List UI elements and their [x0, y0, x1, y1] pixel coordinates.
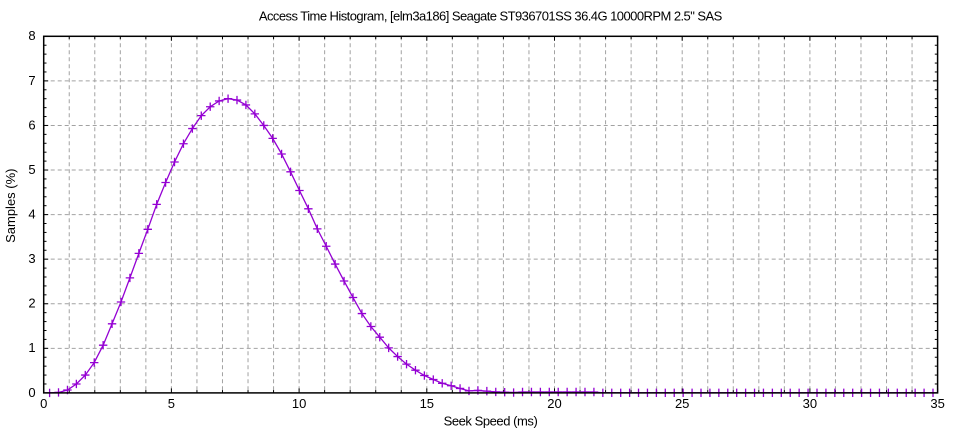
svg-text:7: 7	[28, 73, 35, 88]
svg-text:5: 5	[28, 162, 35, 177]
svg-text:2: 2	[28, 296, 35, 311]
svg-text:35: 35	[930, 396, 944, 411]
svg-text:1: 1	[28, 340, 35, 355]
svg-text:Access Time Histogram, [elm3a1: Access Time Histogram, [elm3a186] Seagat…	[259, 9, 723, 24]
svg-text:15: 15	[420, 396, 434, 411]
svg-text:0: 0	[28, 385, 35, 400]
svg-text:5: 5	[168, 396, 175, 411]
svg-text:25: 25	[675, 396, 689, 411]
svg-text:0: 0	[40, 396, 47, 411]
svg-text:8: 8	[28, 28, 35, 43]
svg-text:6: 6	[28, 117, 35, 132]
svg-text:20: 20	[547, 396, 561, 411]
svg-text:Seek Speed (ms): Seek Speed (ms)	[444, 414, 538, 429]
svg-text:30: 30	[803, 396, 817, 411]
svg-text:3: 3	[28, 251, 35, 266]
svg-text:10: 10	[292, 396, 306, 411]
svg-text:4: 4	[28, 207, 35, 222]
svg-text:Samples (%): Samples (%)	[3, 168, 18, 242]
